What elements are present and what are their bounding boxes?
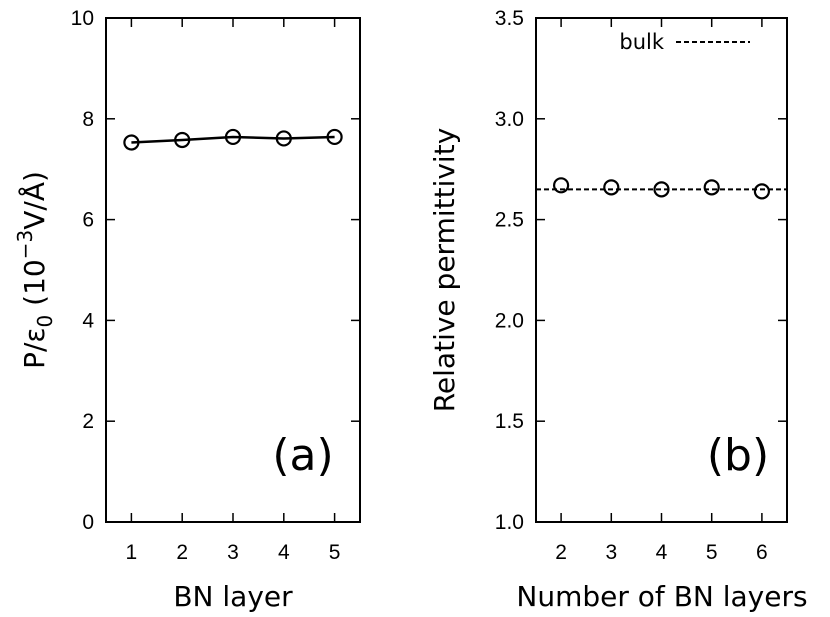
panel-b-y-tick-label: 1.0 bbox=[495, 511, 524, 534]
panel-b-x-tick-label: 4 bbox=[656, 541, 668, 564]
panel-a-y-tick-label: 2 bbox=[82, 410, 94, 433]
panel-b-data-point bbox=[603, 179, 620, 196]
panel-b-data-point bbox=[753, 183, 771, 200]
legend-bulk-label: bulk bbox=[619, 30, 664, 54]
panel-b-x-tick-label: 6 bbox=[756, 541, 768, 564]
panel-a-data-point bbox=[275, 130, 292, 147]
panel-a-data-point bbox=[123, 134, 140, 151]
panel-a-x-tick-label: 4 bbox=[278, 541, 290, 564]
panel-b-x-tick-label: 3 bbox=[605, 541, 617, 564]
panel-a-data-point bbox=[174, 131, 191, 149]
panel-a-label: (a) bbox=[272, 430, 333, 481]
panel-b-y-tick-label: 2.5 bbox=[495, 209, 524, 232]
panel-b-y-axis-label: Relative permittivity bbox=[428, 128, 461, 413]
panel-a-y-tick-label: 6 bbox=[82, 209, 94, 232]
panel-a-x-tick-label: 3 bbox=[227, 541, 239, 564]
panel-a-y-tick-label: 4 bbox=[82, 309, 94, 332]
panel-a-series-line bbox=[131, 135, 335, 144]
panel-a-x-axis-label: BN layer bbox=[173, 580, 293, 613]
panel-a-series bbox=[123, 128, 343, 151]
panel-b-series bbox=[536, 177, 787, 200]
panel-b-x-axis-label: Number of BN layers bbox=[516, 580, 807, 613]
panel-b-ticks: 1.0 1.5 2.0 2.5 3.0 3.5 2 3 4 5 6 bbox=[495, 7, 787, 564]
panel-b-y-tick-label: 2.0 bbox=[495, 309, 524, 332]
panel-a-data-point bbox=[326, 128, 343, 146]
panel-a-x-tick-label: 5 bbox=[329, 541, 341, 564]
panel-b: 1.0 1.5 2.0 2.5 3.0 3.5 2 3 4 5 6 bulk (b) Number … bbox=[428, 7, 808, 613]
panel-a-data-point bbox=[224, 128, 242, 146]
panel-a-y-tick-label: 0 bbox=[82, 511, 94, 534]
panel-b-data-point bbox=[552, 177, 570, 194]
panel-b-label: (b) bbox=[707, 430, 769, 481]
panel-b-x-tick-label: 2 bbox=[555, 541, 567, 564]
panel-b-y-tick-label: 3.5 bbox=[495, 7, 524, 30]
panel-a-x-tick-label: 1 bbox=[126, 541, 138, 564]
panel-a-y-tick-label: 10 bbox=[71, 7, 94, 30]
panel-b-y-tick-label: 3.0 bbox=[495, 108, 524, 131]
panel-b-data-point bbox=[653, 181, 670, 198]
panel-b-data-point bbox=[703, 179, 720, 196]
panel-b-y-tick-label: 1.5 bbox=[495, 410, 524, 433]
panel-a-y-axis-label: P/ε0 (10−3V/Å) bbox=[13, 171, 57, 369]
panel-a-y-tick-label: 8 bbox=[82, 108, 94, 131]
panel-a-x-tick-label: 2 bbox=[176, 541, 188, 564]
panel-b-x-tick-label: 5 bbox=[706, 541, 718, 564]
